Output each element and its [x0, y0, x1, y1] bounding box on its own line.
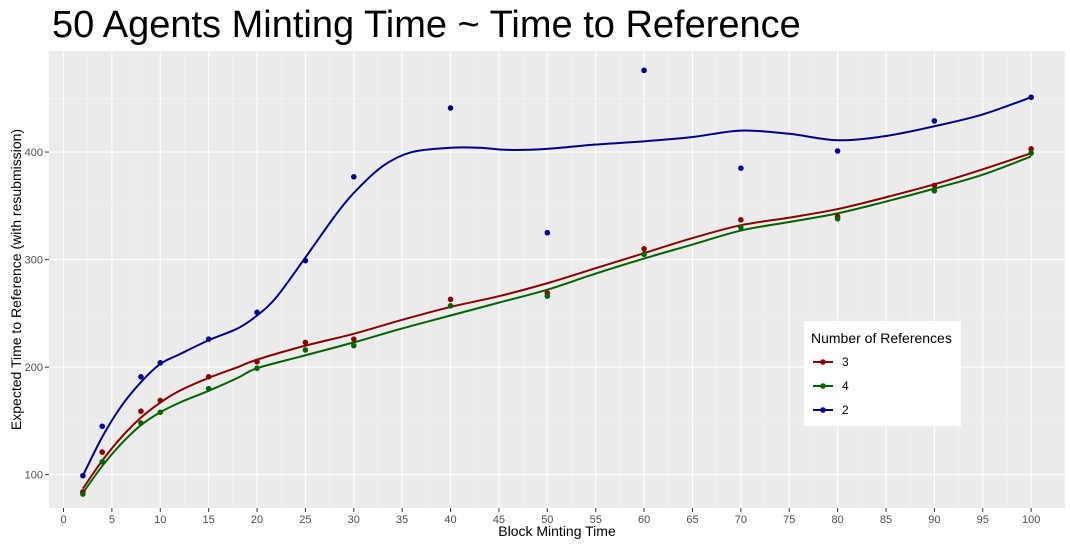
y-tick-label: 100 [25, 470, 43, 482]
data-point-4 [641, 251, 647, 258]
data-point-2 [544, 229, 551, 236]
x-tick-label: 80 [831, 514, 843, 526]
data-point-4 [931, 187, 938, 194]
data-point-2 [157, 360, 164, 366]
data-point-2 [302, 257, 309, 264]
data-point-4 [447, 303, 454, 309]
data-point-3 [447, 296, 454, 303]
data-point-4 [834, 215, 841, 222]
x-tick-label: 95 [977, 514, 989, 526]
data-point-3 [205, 374, 212, 380]
data-point-3 [99, 449, 106, 455]
x-tick-label: 70 [735, 514, 747, 526]
data-point-4 [1028, 150, 1034, 156]
data-point-2 [738, 165, 744, 172]
data-point-4 [351, 342, 357, 349]
y-axis-title: Expected Time to Reference (with resubmi… [8, 129, 24, 430]
legend: Number of References 3 4 2 [804, 321, 961, 426]
data-point-4 [302, 347, 309, 353]
y-tick-label: 200 [25, 362, 43, 374]
legend-label: 2 [842, 403, 849, 417]
major-gridlines [49, 51, 1065, 508]
y-tick-label: 300 [25, 255, 43, 267]
x-tick-label: 50 [541, 514, 553, 526]
x-tick-label: 15 [203, 514, 215, 526]
x-tick-label: 75 [783, 514, 795, 526]
x-axis-ticks: 0 5 10 15 20 25 30 35 40 45 50 55 60 65 70 75 80 85 90 95 10… [60, 508, 1040, 526]
data-point-4 [254, 365, 260, 372]
data-point-3 [138, 408, 144, 415]
data-point-2 [1028, 94, 1034, 101]
x-tick-label: 20 [251, 514, 263, 526]
x-tick-label: 60 [638, 514, 650, 526]
x-tick-label: 40 [444, 514, 456, 526]
data-point-2 [641, 67, 647, 74]
data-point-4 [544, 293, 551, 299]
legend-items: 3 4 2 [813, 355, 849, 417]
data-point-3 [641, 246, 647, 252]
legend-key-point [820, 359, 826, 365]
data-point-2 [447, 105, 454, 111]
x-tick-label: 100 [1022, 514, 1040, 526]
x-tick-label: 0 [60, 514, 66, 526]
data-point-4 [99, 458, 106, 465]
data-point-2 [351, 174, 357, 180]
data-point-2 [99, 423, 106, 430]
x-tick-label: 5 [109, 514, 115, 526]
data-point-4 [80, 491, 86, 497]
x-tick-label: 10 [154, 514, 166, 526]
data-point-4 [205, 385, 212, 392]
series-line-2 [81, 96, 1032, 477]
data-point-2 [931, 118, 938, 124]
data-point-3 [931, 182, 938, 189]
x-tick-label: 90 [928, 514, 940, 526]
x-tick-label: 35 [396, 514, 408, 526]
y-axis-ticks: 100 200 300 400 [25, 147, 49, 482]
data-point-3 [1028, 146, 1034, 152]
x-tick-label: 25 [299, 514, 311, 526]
legend-key-point [820, 383, 826, 389]
data-point-2 [254, 309, 260, 316]
x-tick-label: 65 [686, 514, 698, 526]
data-point-4 [157, 409, 164, 416]
legend-box [804, 321, 961, 426]
x-axis-title: Block Minting Time [498, 523, 616, 539]
legend-key-point [820, 407, 826, 413]
x-tick-label: 85 [880, 514, 892, 526]
data-point-3 [738, 217, 744, 223]
data-point-3 [302, 339, 309, 346]
legend-label: 4 [842, 379, 849, 393]
legend-label: 3 [842, 355, 849, 369]
data-points [80, 67, 1034, 497]
y-tick-label: 400 [25, 147, 43, 159]
chart-title: 50 Agents Minting Time ~ Time to Referen… [52, 4, 801, 46]
data-point-2 [205, 336, 212, 342]
data-point-3 [254, 358, 260, 365]
x-tick-label: 30 [348, 514, 360, 526]
minor-gridlines [49, 51, 1065, 508]
data-point-2 [834, 148, 841, 154]
data-point-3 [157, 397, 164, 404]
data-point-4 [738, 224, 744, 231]
data-point-4 [138, 420, 144, 426]
data-point-2 [80, 472, 86, 479]
data-point-2 [138, 374, 144, 380]
x-tick-label: 45 [493, 514, 505, 526]
legend-title: Number of References [811, 330, 952, 346]
data-point-3 [351, 336, 357, 342]
x-tick-label: 55 [590, 514, 602, 526]
